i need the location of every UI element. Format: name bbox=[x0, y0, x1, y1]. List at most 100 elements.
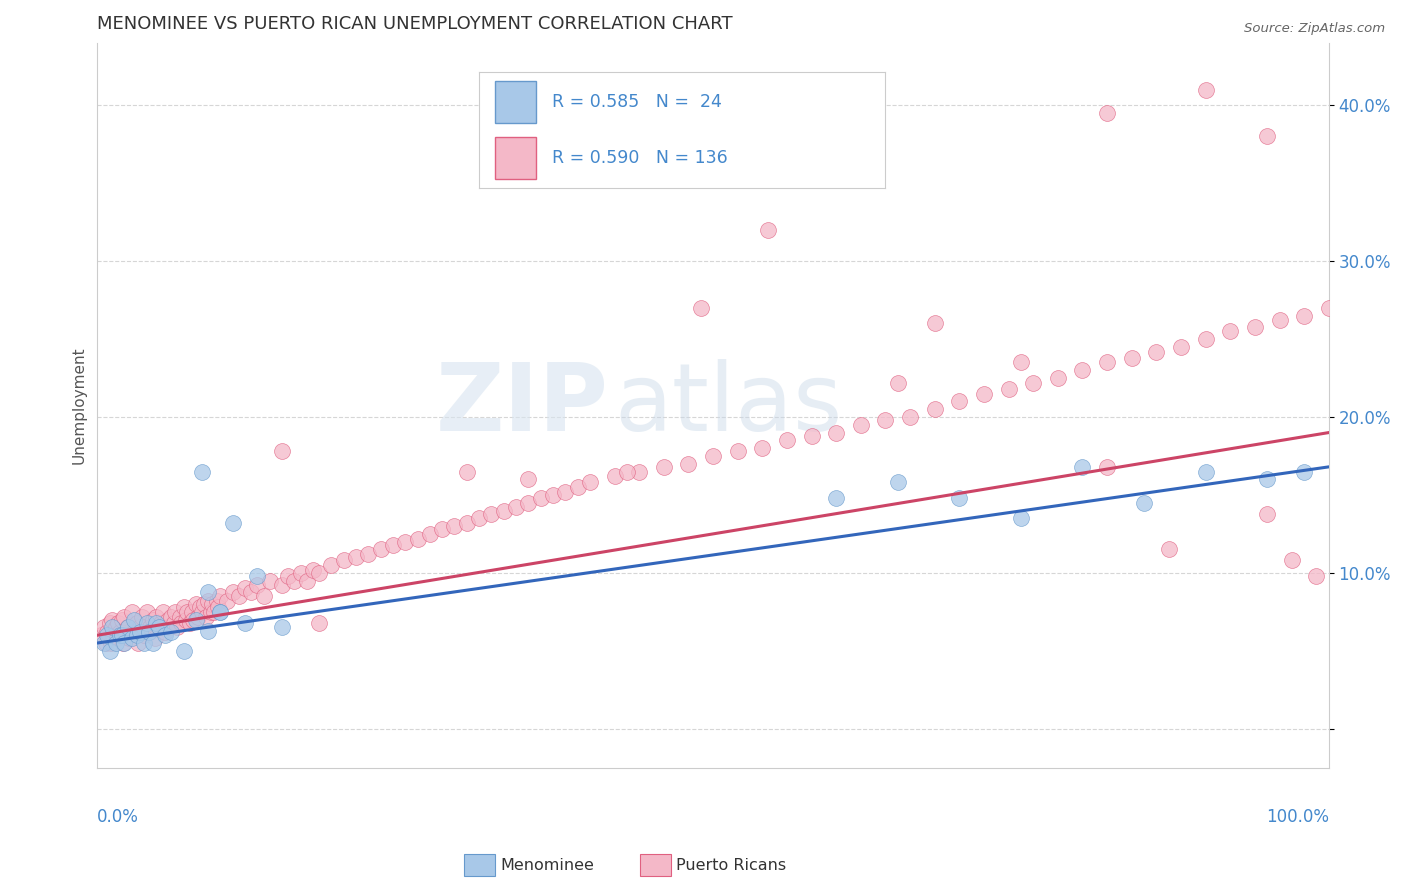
Point bbox=[308, 615, 330, 630]
Point bbox=[163, 615, 186, 630]
Point bbox=[202, 605, 225, 619]
Y-axis label: Unemployment: Unemployment bbox=[72, 346, 86, 464]
Text: atlas: atlas bbox=[614, 359, 842, 451]
Point bbox=[1133, 496, 1156, 510]
Point bbox=[924, 317, 946, 331]
Point bbox=[98, 644, 121, 658]
Point bbox=[321, 558, 343, 572]
Point bbox=[1317, 301, 1340, 315]
Point bbox=[887, 475, 910, 490]
Point bbox=[1071, 363, 1094, 377]
Point bbox=[579, 475, 602, 490]
Point bbox=[887, 376, 910, 390]
Point bbox=[131, 609, 153, 624]
Point bbox=[93, 620, 115, 634]
Point bbox=[1095, 106, 1118, 120]
Point bbox=[616, 465, 638, 479]
Point bbox=[138, 625, 160, 640]
Point bbox=[308, 566, 330, 580]
Point bbox=[430, 522, 453, 536]
Point bbox=[143, 632, 166, 646]
Point bbox=[181, 605, 204, 619]
Point bbox=[101, 613, 124, 627]
Point bbox=[1194, 83, 1216, 97]
Point bbox=[139, 620, 162, 634]
Point bbox=[233, 615, 256, 630]
Point bbox=[215, 594, 238, 608]
Point bbox=[156, 613, 179, 627]
Point bbox=[114, 628, 136, 642]
Point bbox=[233, 582, 256, 596]
Point bbox=[898, 409, 921, 424]
Point bbox=[1256, 472, 1278, 486]
Point bbox=[114, 609, 136, 624]
Point bbox=[1194, 465, 1216, 479]
Point bbox=[108, 628, 131, 642]
Point bbox=[825, 491, 848, 505]
Point bbox=[652, 459, 675, 474]
Point bbox=[997, 382, 1019, 396]
Point bbox=[184, 613, 207, 627]
Point bbox=[173, 600, 195, 615]
Point bbox=[135, 605, 157, 619]
Point bbox=[117, 620, 139, 634]
Point bbox=[117, 620, 139, 634]
Point bbox=[209, 605, 232, 619]
Point bbox=[228, 589, 250, 603]
Point bbox=[1281, 553, 1303, 567]
Point bbox=[191, 465, 214, 479]
Point bbox=[1244, 319, 1267, 334]
Point bbox=[517, 496, 540, 510]
Point bbox=[125, 628, 148, 642]
Point bbox=[121, 632, 143, 646]
Point bbox=[1294, 465, 1316, 479]
Point bbox=[1095, 459, 1118, 474]
Point bbox=[1305, 569, 1327, 583]
Point bbox=[134, 628, 156, 642]
Point bbox=[170, 615, 193, 630]
Point bbox=[187, 609, 209, 624]
Point bbox=[1268, 313, 1291, 327]
Point bbox=[252, 589, 274, 603]
Point bbox=[702, 449, 724, 463]
Point bbox=[1219, 324, 1241, 338]
Point bbox=[197, 584, 219, 599]
Point bbox=[160, 625, 183, 640]
Point bbox=[127, 636, 149, 650]
Point bbox=[148, 620, 170, 634]
Text: Menominee: Menominee bbox=[501, 858, 595, 872]
Point bbox=[1294, 309, 1316, 323]
Point bbox=[101, 620, 124, 634]
Point bbox=[121, 605, 143, 619]
Point bbox=[751, 441, 773, 455]
Point bbox=[160, 609, 183, 624]
Point bbox=[505, 500, 527, 515]
Text: ZIP: ZIP bbox=[436, 359, 609, 451]
Point bbox=[776, 434, 799, 448]
Point bbox=[135, 615, 157, 630]
Point bbox=[222, 516, 245, 530]
Point bbox=[100, 636, 122, 650]
Point bbox=[124, 625, 146, 640]
Point bbox=[200, 605, 222, 619]
Point bbox=[758, 223, 780, 237]
Point bbox=[1157, 542, 1180, 557]
Point bbox=[246, 569, 269, 583]
Point bbox=[197, 594, 219, 608]
Point bbox=[152, 605, 174, 619]
Point bbox=[104, 620, 127, 634]
Point bbox=[173, 644, 195, 658]
Point bbox=[290, 566, 312, 580]
Point bbox=[93, 636, 115, 650]
Point bbox=[150, 615, 173, 630]
Point bbox=[1144, 344, 1167, 359]
Point bbox=[271, 578, 294, 592]
Point bbox=[517, 472, 540, 486]
Point bbox=[492, 503, 515, 517]
Point bbox=[193, 597, 215, 611]
Point bbox=[98, 615, 121, 630]
Point bbox=[530, 491, 553, 505]
Point bbox=[112, 636, 135, 650]
Point bbox=[554, 484, 576, 499]
Point bbox=[145, 615, 167, 630]
